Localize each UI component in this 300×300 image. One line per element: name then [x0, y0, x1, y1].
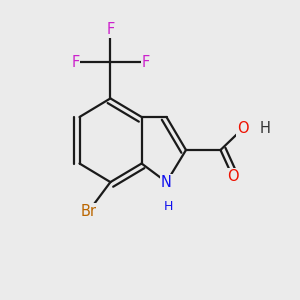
Text: H: H: [164, 200, 173, 214]
Text: H: H: [259, 121, 270, 136]
Text: O: O: [227, 169, 238, 184]
Text: F: F: [141, 55, 150, 70]
Text: N: N: [161, 175, 172, 190]
Text: O: O: [237, 121, 249, 136]
Text: F: F: [71, 55, 80, 70]
Text: Br: Br: [80, 204, 97, 219]
Text: F: F: [106, 22, 115, 38]
